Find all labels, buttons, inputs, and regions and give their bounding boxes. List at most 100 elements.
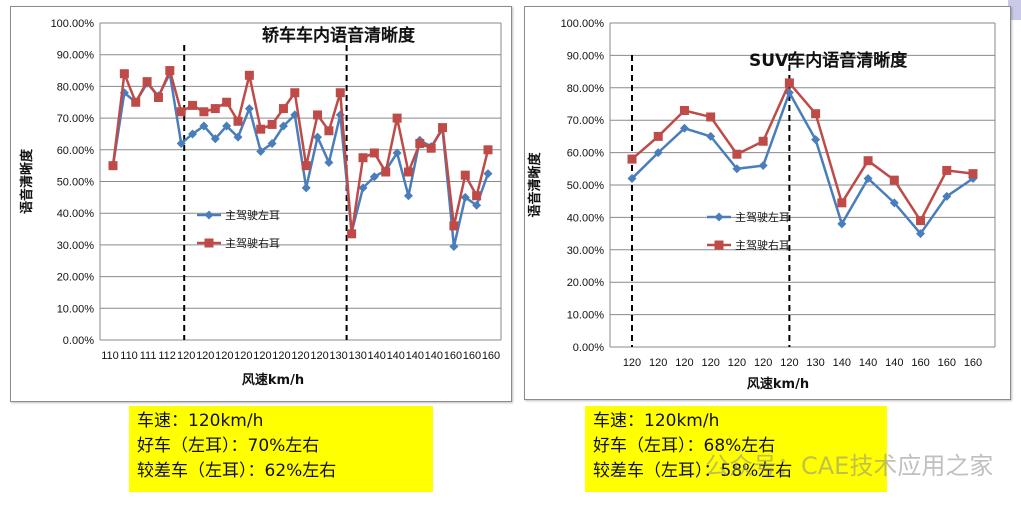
suv-speed-text: 车速：120km/h	[593, 411, 720, 431]
data-point-right-ear	[153, 92, 163, 102]
data-point-left-ear	[732, 164, 742, 174]
data-point-left-ear	[313, 132, 323, 142]
suv-chart-svg: 0.00% 10.00% 20.00% 30.00% 40.00% 50.00% 60.00…	[527, 18, 996, 392]
y-tick-label: 20.00%	[567, 277, 605, 289]
data-point-right-ear	[165, 66, 175, 76]
data-point-right-ear	[460, 170, 470, 180]
data-point-left-ear	[811, 135, 821, 145]
y-tick-label: 80.00%	[57, 81, 95, 93]
data-point-right-ear	[889, 175, 899, 185]
chart-title: SUV车内语音清晰度	[749, 50, 908, 71]
data-point-right-ear	[188, 100, 198, 110]
y-tick-label: 70.00%	[567, 115, 605, 127]
suv-chart-panel: 0.00% 10.00% 20.00% 30.00% 40.00% 50.00% 60.00…	[524, 6, 1011, 400]
suv-summary-note: 车速：120km/h 好车（左耳）：68%左右 较差车（左耳）：58%左右	[585, 406, 887, 492]
data-point-left-ear	[267, 138, 277, 148]
data-point-left-ear	[278, 121, 288, 131]
y-tick-label: 10.00%	[57, 303, 95, 315]
y-tick-label: 0.00%	[63, 335, 94, 347]
data-point-right-ear	[324, 126, 334, 136]
data-point-left-ear	[483, 169, 493, 179]
y-tick-label: 30.00%	[567, 245, 605, 257]
chart-title: 轿车车内语音清晰度	[262, 25, 416, 46]
legend-label: 主驾驶左耳	[225, 208, 280, 222]
data-point-right-ear	[358, 153, 368, 163]
x-tick-label: 160	[463, 350, 481, 362]
legend-marker	[714, 240, 724, 250]
data-point-right-ear	[449, 221, 459, 231]
x-tick-label: 140	[406, 350, 424, 362]
y-tick-label: 100.00%	[51, 18, 95, 30]
y-tick-label: 40.00%	[567, 212, 605, 224]
x-tick-label: 120	[177, 350, 195, 362]
data-point-right-ear	[784, 78, 794, 88]
data-point-left-ear	[176, 138, 186, 148]
data-point-right-ear	[267, 119, 277, 129]
sedan-chart-panel: 0.00% 10.00% 20.00% 30.00% 40.00% 50.00% 60.00…	[10, 6, 512, 402]
x-tick-label: 110	[120, 350, 138, 362]
y-tick-label: 100.00%	[561, 18, 605, 30]
x-tick-label: 120	[649, 357, 667, 369]
data-point-left-ear	[210, 134, 220, 144]
x-tick-label: 160	[964, 357, 982, 369]
data-point-right-ear	[483, 145, 493, 155]
y-tick-label: 90.00%	[57, 50, 95, 62]
data-point-right-ear	[301, 161, 311, 171]
x-tick-label: 120	[310, 350, 328, 362]
x-tick-label: 140	[387, 350, 405, 362]
data-point-left-ear	[199, 121, 209, 131]
y-tick-label: 80.00%	[567, 83, 605, 95]
data-point-left-ear	[627, 174, 637, 184]
data-point-right-ear	[627, 154, 637, 164]
x-tick-label: 120	[728, 357, 746, 369]
data-point-left-ear	[472, 200, 482, 210]
suv-good-text: 好车（左耳）：68%左右	[593, 436, 776, 456]
data-point-right-ear	[142, 77, 152, 87]
y-tick-label: 60.00%	[57, 145, 95, 157]
data-point-right-ear	[290, 88, 300, 98]
data-point-left-ear	[942, 191, 952, 201]
series-line-right-ear	[631, 80, 974, 224]
data-point-right-ear	[426, 143, 436, 153]
data-point-left-ear	[863, 174, 873, 184]
data-point-right-ear	[916, 216, 926, 226]
data-point-right-ear	[472, 191, 482, 201]
suv-poor-text: 较差车（左耳）：58%左右	[593, 461, 793, 481]
data-point-right-ear	[244, 70, 254, 80]
x-axis-label: 风速km/h	[242, 372, 304, 388]
data-point-right-ear	[679, 105, 689, 115]
x-tick-label: 120	[702, 357, 720, 369]
data-point-right-ear	[108, 161, 118, 171]
data-point-right-ear	[942, 165, 952, 175]
sedan-speed-text: 车速：120km/h	[137, 411, 264, 431]
sedan-summary-note: 车速：120km/h 好车（左耳）：70%左右 较差车（左耳）：62%左右	[129, 406, 433, 492]
data-point-right-ear	[313, 110, 323, 120]
x-axis-label: 风速km/h	[747, 376, 809, 392]
y-axis-label: 语音清晰度	[527, 152, 543, 218]
data-point-right-ear	[811, 109, 821, 119]
corner-decoration	[1008, 0, 1021, 20]
sedan-good-text: 好车（左耳）：70%左右	[137, 436, 320, 456]
data-point-right-ear	[278, 104, 288, 114]
data-point-left-ear	[449, 241, 459, 251]
y-tick-label: 40.00%	[57, 208, 95, 220]
y-tick-label: 10.00%	[567, 310, 605, 322]
data-point-right-ear	[381, 167, 391, 177]
y-tick-label: 0.00%	[573, 342, 604, 354]
y-tick-label: 50.00%	[57, 177, 95, 189]
legend-label: 主驾驶右耳	[735, 238, 790, 252]
data-point-right-ear	[222, 97, 232, 107]
y-tick-label: 50.00%	[567, 180, 605, 192]
data-point-right-ear	[438, 123, 448, 133]
data-point-left-ear	[324, 157, 334, 167]
data-point-right-ear	[758, 136, 768, 146]
data-point-left-ear	[256, 146, 266, 156]
x-tick-label: 120	[272, 350, 290, 362]
x-tick-label: 160	[938, 357, 956, 369]
data-point-left-ear	[222, 121, 232, 131]
data-point-left-ear	[403, 191, 413, 201]
data-point-left-ear	[679, 123, 689, 133]
data-point-right-ear	[706, 112, 716, 122]
y-tick-label: 20.00%	[57, 272, 95, 284]
data-point-left-ear	[358, 183, 368, 193]
